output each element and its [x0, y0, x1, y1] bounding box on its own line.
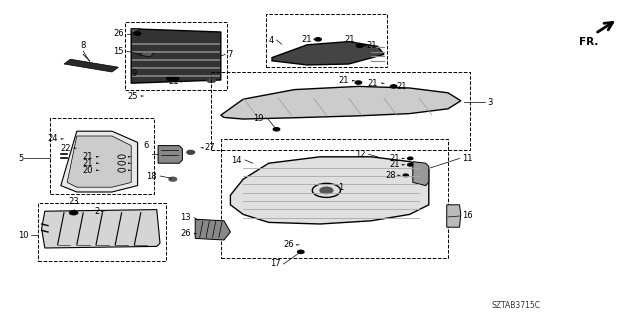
Text: 1: 1 — [338, 183, 343, 192]
Polygon shape — [67, 136, 131, 187]
Text: 26: 26 — [284, 240, 294, 249]
Text: 18: 18 — [146, 172, 157, 180]
Circle shape — [408, 157, 413, 160]
Text: 27: 27 — [205, 143, 216, 152]
Text: 5: 5 — [18, 154, 23, 163]
Bar — [50, 118, 154, 194]
Text: 24: 24 — [47, 134, 58, 143]
Polygon shape — [200, 147, 204, 148]
Text: 21: 21 — [390, 160, 400, 169]
Text: 6: 6 — [144, 141, 149, 150]
Circle shape — [408, 164, 413, 166]
Text: 12: 12 — [356, 150, 366, 159]
Text: 21: 21 — [367, 79, 378, 88]
Text: 11: 11 — [462, 154, 472, 163]
Text: 21: 21 — [83, 152, 93, 161]
Text: 21: 21 — [339, 76, 349, 85]
Text: 2: 2 — [94, 207, 99, 216]
Polygon shape — [447, 205, 461, 227]
Text: 26: 26 — [180, 229, 191, 238]
Bar — [211, 72, 470, 150]
Text: 25: 25 — [127, 92, 138, 100]
Text: 19: 19 — [253, 114, 264, 123]
Polygon shape — [158, 146, 182, 163]
Polygon shape — [314, 39, 317, 40]
Text: 21: 21 — [397, 82, 407, 91]
Text: 21: 21 — [83, 159, 93, 168]
Polygon shape — [397, 175, 401, 176]
Polygon shape — [96, 163, 100, 164]
Polygon shape — [402, 158, 406, 159]
Text: 8: 8 — [81, 41, 86, 50]
Bar — [125, 22, 227, 90]
Text: 7: 7 — [227, 50, 232, 59]
Text: 26: 26 — [113, 29, 124, 38]
Polygon shape — [96, 156, 100, 158]
Circle shape — [356, 44, 363, 47]
Polygon shape — [140, 51, 154, 57]
Circle shape — [207, 78, 216, 83]
Polygon shape — [381, 83, 385, 84]
Circle shape — [187, 150, 195, 154]
Polygon shape — [101, 211, 105, 212]
Circle shape — [403, 174, 408, 177]
Polygon shape — [296, 244, 300, 246]
Text: 23: 23 — [68, 197, 79, 206]
Text: 22: 22 — [60, 144, 70, 153]
Text: 20: 20 — [83, 166, 93, 175]
Polygon shape — [128, 170, 132, 171]
Polygon shape — [64, 59, 118, 72]
Polygon shape — [61, 131, 138, 192]
Polygon shape — [221, 86, 461, 119]
Bar — [38, 203, 166, 261]
Text: 21: 21 — [302, 35, 312, 44]
Polygon shape — [272, 42, 384, 65]
Circle shape — [355, 81, 362, 84]
Text: SZTAB3715C: SZTAB3715C — [492, 301, 541, 310]
Polygon shape — [230, 157, 429, 224]
Text: 13: 13 — [180, 213, 191, 222]
Text: 9: 9 — [131, 69, 136, 78]
Polygon shape — [96, 170, 100, 171]
Polygon shape — [128, 156, 132, 158]
Polygon shape — [413, 162, 429, 186]
Text: 28: 28 — [385, 171, 396, 180]
Circle shape — [69, 211, 78, 215]
Polygon shape — [131, 29, 221, 83]
Text: 14: 14 — [232, 156, 242, 164]
Text: 4: 4 — [269, 36, 274, 44]
Text: 21: 21 — [169, 77, 179, 86]
Text: 21: 21 — [390, 154, 400, 163]
Circle shape — [390, 85, 397, 88]
Polygon shape — [194, 233, 198, 234]
Polygon shape — [180, 81, 184, 83]
Polygon shape — [364, 45, 367, 47]
Bar — [266, 14, 387, 67]
Circle shape — [169, 177, 177, 181]
Polygon shape — [195, 219, 230, 240]
Text: 16: 16 — [462, 212, 473, 220]
Text: 15: 15 — [113, 47, 124, 56]
Bar — [221, 139, 448, 258]
Polygon shape — [402, 164, 406, 166]
Text: 21: 21 — [345, 35, 355, 44]
Polygon shape — [352, 80, 356, 82]
Circle shape — [166, 75, 179, 82]
Text: FR.: FR. — [579, 37, 598, 47]
Polygon shape — [128, 163, 132, 164]
Polygon shape — [131, 29, 141, 34]
Text: 21: 21 — [367, 41, 377, 50]
Circle shape — [320, 187, 333, 194]
Polygon shape — [42, 210, 160, 248]
Circle shape — [315, 38, 321, 41]
Text: 10: 10 — [18, 231, 28, 240]
Polygon shape — [61, 138, 65, 140]
Circle shape — [273, 128, 280, 131]
Polygon shape — [74, 148, 77, 149]
Polygon shape — [141, 95, 145, 97]
Text: 3: 3 — [488, 98, 493, 107]
Text: 17: 17 — [269, 260, 280, 268]
Circle shape — [298, 250, 304, 253]
Circle shape — [134, 32, 141, 35]
